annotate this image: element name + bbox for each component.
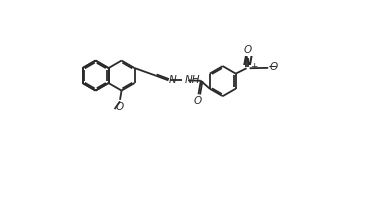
Text: NH: NH (184, 75, 200, 85)
Text: O: O (270, 62, 278, 72)
Text: N: N (169, 75, 177, 85)
Text: +: + (250, 62, 257, 71)
Text: O: O (244, 45, 252, 55)
Text: O: O (194, 96, 202, 106)
Text: −: − (268, 60, 278, 73)
Text: O: O (116, 102, 124, 111)
Text: N: N (243, 55, 253, 68)
